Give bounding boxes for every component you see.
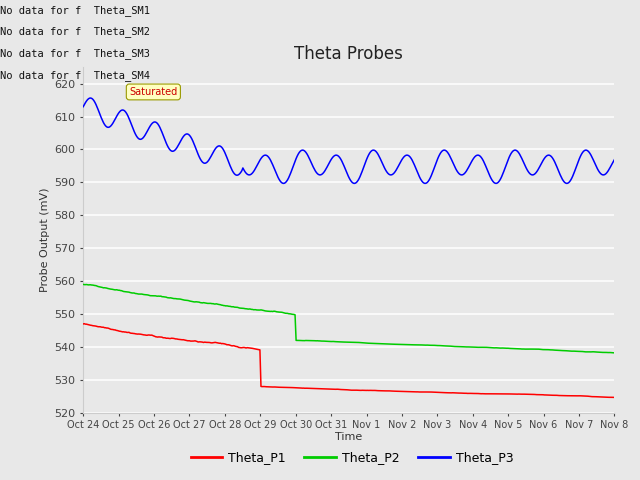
Text: Saturated: Saturated	[129, 87, 177, 97]
Title: Theta Probes: Theta Probes	[294, 45, 403, 63]
Text: No data for f  Theta_SM3: No data for f Theta_SM3	[0, 48, 150, 59]
Legend: Theta_P1, Theta_P2, Theta_P3: Theta_P1, Theta_P2, Theta_P3	[186, 446, 518, 469]
X-axis label: Time: Time	[335, 432, 362, 442]
Text: No data for f  Theta_SM1: No data for f Theta_SM1	[0, 5, 150, 16]
Y-axis label: Probe Output (mV): Probe Output (mV)	[40, 188, 51, 292]
Text: No data for f  Theta_SM4: No data for f Theta_SM4	[0, 70, 150, 81]
Text: No data for f  Theta_SM2: No data for f Theta_SM2	[0, 26, 150, 37]
